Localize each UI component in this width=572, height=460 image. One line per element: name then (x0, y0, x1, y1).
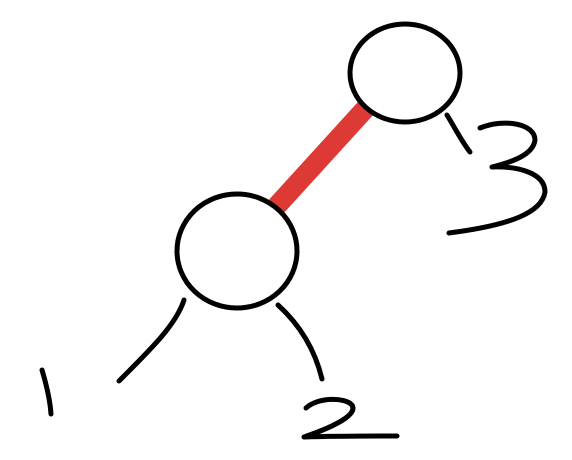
branch-to-leaf-1 (116, 297, 187, 384)
branch-to-leaf-3 (444, 112, 473, 155)
leaf-label-3-glyph (446, 120, 548, 236)
highlighted-edge (266, 101, 374, 216)
root-node (347, 21, 463, 125)
leaf-label-2-glyph (301, 396, 400, 440)
leaf-3 (446, 120, 548, 236)
leaf-1 (39, 367, 54, 417)
left-child-node (174, 191, 300, 311)
leaf-2 (301, 396, 400, 440)
branch-to-leaf-2 (275, 302, 325, 382)
leaf-label-1-glyph (39, 367, 54, 417)
